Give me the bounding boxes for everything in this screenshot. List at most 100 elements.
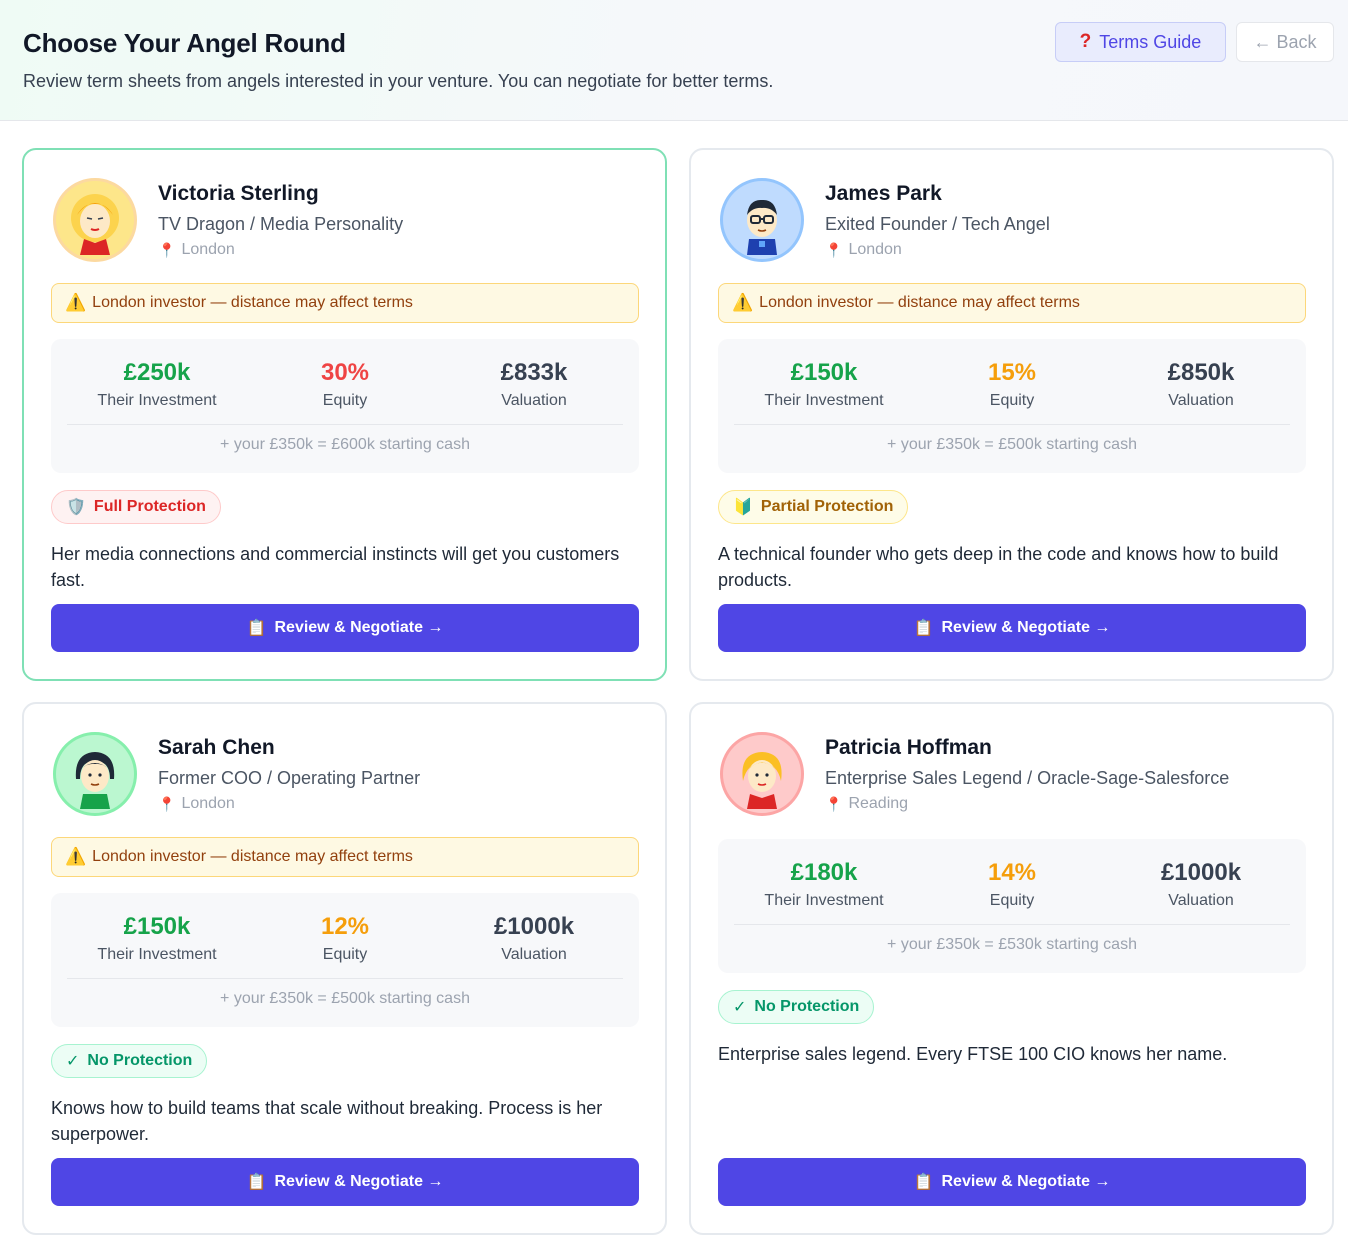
investment-metric: £180k Their Investment bbox=[726, 857, 922, 910]
pin-icon: 📍 bbox=[825, 241, 843, 258]
term-summary: £150k Their Investment 12% Equity £1000k… bbox=[51, 893, 639, 1027]
warning-icon: ⚠️ bbox=[732, 293, 754, 312]
investor-description: Enterprise sales legend. Every FTSE 100 … bbox=[718, 1044, 1228, 1064]
valuation-value: £833k bbox=[500, 359, 568, 386]
valuation-label: Valuation bbox=[1168, 392, 1234, 409]
investor-description: Knows how to build teams that scale with… bbox=[51, 1098, 603, 1144]
page-header: Choose Your Angel Round Review term shee… bbox=[0, 0, 1348, 121]
valuation-metric: £1000k Valuation bbox=[436, 911, 632, 964]
warning-icon: ⚠️ bbox=[65, 847, 87, 866]
divider bbox=[67, 978, 623, 979]
investor-description: Her media connections and commercial ins… bbox=[51, 544, 620, 590]
review-negotiate-button[interactable]: 📋 Review & Negotiate → bbox=[718, 1158, 1306, 1206]
investment-value: £150k bbox=[790, 359, 858, 386]
investment-metric: £250k Their Investment bbox=[59, 357, 255, 410]
equity-label: Equity bbox=[989, 892, 1035, 909]
equity-metric: 14% Equity bbox=[914, 857, 1110, 910]
equity-metric: 15% Equity bbox=[914, 357, 1110, 410]
location-text: London bbox=[848, 241, 902, 258]
terms-guide-label: Terms Guide bbox=[1099, 31, 1202, 52]
valuation-value: £850k bbox=[1167, 359, 1235, 386]
investor-card[interactable]: Victoria Sterling TV Dragon / Media Pers… bbox=[22, 148, 667, 681]
avatar bbox=[720, 732, 804, 816]
distance-warning: ⚠️ London investor — distance may affect… bbox=[718, 283, 1306, 323]
equity-label: Equity bbox=[322, 392, 368, 409]
shield-icon: 🛡️ bbox=[66, 499, 86, 516]
warning-text: London investor — distance may affect te… bbox=[92, 848, 413, 865]
term-summary: £180k Their Investment 14% Equity £1000k… bbox=[718, 839, 1306, 973]
investment-label: Their Investment bbox=[764, 892, 884, 909]
investor-location: 📍 London bbox=[158, 241, 235, 259]
valuation-metric: £833k Valuation bbox=[436, 357, 632, 410]
investment-value: £150k bbox=[123, 913, 191, 940]
equity-label: Equity bbox=[989, 392, 1035, 409]
investor-location: 📍 London bbox=[158, 795, 235, 813]
question-icon: ? bbox=[1079, 31, 1092, 52]
equity-value: 15% bbox=[987, 359, 1037, 386]
avatar bbox=[53, 732, 137, 816]
page-subtitle: Review term sheets from angels intereste… bbox=[23, 71, 774, 91]
review-negotiate-button[interactable]: 📋 Review & Negotiate → bbox=[718, 604, 1306, 652]
term-summary: £250k Their Investment 30% Equity £833k … bbox=[51, 339, 639, 473]
pin-icon: 📍 bbox=[158, 241, 176, 258]
valuation-label: Valuation bbox=[501, 946, 567, 963]
location-text: London bbox=[181, 241, 235, 258]
starting-cash: + your £350k = £500k starting cash bbox=[887, 436, 1137, 453]
investor-name: Patricia Hoffman bbox=[825, 736, 992, 759]
investment-label: Their Investment bbox=[97, 946, 217, 963]
clipboard-icon: 📋 bbox=[246, 1174, 267, 1191]
investor-role: Enterprise Sales Legend / Oracle-Sage-Sa… bbox=[825, 768, 1230, 788]
valuation-metric: £1000k Valuation bbox=[1103, 857, 1299, 910]
valuation-value: £1000k bbox=[493, 913, 575, 940]
cta-label: Review & Negotiate → bbox=[274, 619, 444, 636]
review-negotiate-button[interactable]: 📋 Review & Negotiate → bbox=[51, 604, 639, 652]
protection-badge: ✓ No Protection bbox=[718, 990, 875, 1024]
equity-value: 14% bbox=[987, 859, 1037, 886]
investment-value: £250k bbox=[123, 359, 191, 386]
protection-label: Full Protection bbox=[93, 498, 206, 515]
pin-icon: 📍 bbox=[825, 795, 843, 812]
divider bbox=[734, 924, 1290, 925]
valuation-value: £1000k bbox=[1160, 859, 1242, 886]
location-text: Reading bbox=[848, 795, 909, 812]
term-summary: £150k Their Investment 15% Equity £850k … bbox=[718, 339, 1306, 473]
check-icon: ✓ bbox=[66, 1053, 80, 1070]
terms-guide-button[interactable]: ? Terms Guide bbox=[1055, 22, 1226, 62]
investor-role: Former COO / Operating Partner bbox=[158, 768, 421, 788]
warning-text: London investor — distance may affect te… bbox=[759, 294, 1080, 311]
equity-metric: 30% Equity bbox=[247, 357, 443, 410]
starting-cash: + your £350k = £530k starting cash bbox=[887, 936, 1137, 953]
divider bbox=[734, 424, 1290, 425]
investor-name: James Park bbox=[825, 182, 942, 205]
avatar bbox=[720, 178, 804, 262]
protection-label: Partial Protection bbox=[760, 498, 894, 515]
valuation-label: Valuation bbox=[1168, 892, 1234, 909]
distance-warning: ⚠️ London investor — distance may affect… bbox=[51, 837, 639, 877]
investment-label: Their Investment bbox=[97, 392, 217, 409]
warning-icon: ⚠️ bbox=[65, 293, 87, 312]
investor-role: Exited Founder / Tech Angel bbox=[825, 214, 1050, 234]
investor-card[interactable]: Sarah Chen Former COO / Operating Partne… bbox=[22, 702, 667, 1235]
cta-label: Review & Negotiate → bbox=[941, 1173, 1111, 1190]
clipboard-icon: 📋 bbox=[913, 1174, 934, 1191]
investor-card[interactable]: Patricia Hoffman Enterprise Sales Legend… bbox=[689, 702, 1334, 1235]
protection-badge: 🔰 Partial Protection bbox=[718, 490, 909, 524]
clipboard-icon: 📋 bbox=[913, 620, 934, 637]
page-title: Choose Your Angel Round bbox=[23, 28, 346, 58]
investment-metric: £150k Their Investment bbox=[59, 911, 255, 964]
equity-metric: 12% Equity bbox=[247, 911, 443, 964]
investor-location: 📍 Reading bbox=[825, 795, 908, 813]
back-button[interactable]: ← Back bbox=[1236, 22, 1334, 62]
protection-label: No Protection bbox=[754, 998, 860, 1015]
investment-label: Their Investment bbox=[764, 392, 884, 409]
protection-badge: 🛡️ Full Protection bbox=[51, 490, 221, 524]
starting-cash: + your £350k = £500k starting cash bbox=[220, 990, 470, 1007]
equity-label: Equity bbox=[322, 946, 368, 963]
investor-card[interactable]: James Park Exited Founder / Tech Angel 📍… bbox=[689, 148, 1334, 681]
equity-value: 30% bbox=[320, 359, 370, 386]
investor-name: Victoria Sterling bbox=[158, 182, 319, 205]
beginner-badge-icon: 🔰 bbox=[733, 499, 753, 516]
investment-metric: £150k Their Investment bbox=[726, 357, 922, 410]
location-text: London bbox=[181, 795, 235, 812]
review-negotiate-button[interactable]: 📋 Review & Negotiate → bbox=[51, 1158, 639, 1206]
